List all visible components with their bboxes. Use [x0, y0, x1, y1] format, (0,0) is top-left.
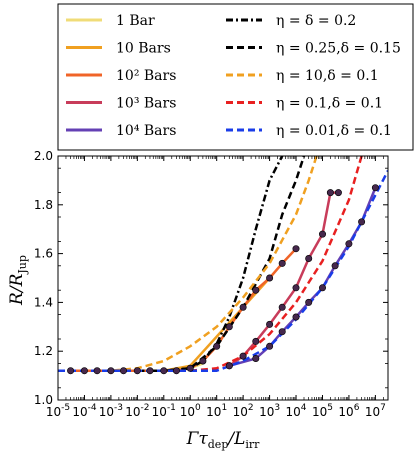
y-tick-label-5: 2.0	[34, 149, 53, 163]
legend-label-4: 10⁴ Bars	[116, 123, 176, 139]
series-line-7	[58, 156, 318, 372]
data-point-4-0	[225, 362, 233, 370]
x-tick-label-12: 107	[365, 403, 386, 419]
y-tick-label-4: 1.8	[34, 198, 53, 212]
data-point-2-3	[107, 367, 115, 375]
x-axis-label-sub1: dep	[208, 438, 229, 451]
data-point-4-7	[331, 262, 339, 270]
data-point-2-1	[80, 367, 88, 375]
series-line-9	[58, 170, 388, 372]
y-axis-label: R/RJup	[7, 255, 29, 306]
x-tick-label-4: 10-1	[152, 403, 176, 419]
data-point-2-6	[146, 367, 154, 375]
legend: 1 Bar 10 Bars 10² Bars 10³ Bars 10⁴ Bars η = …	[57, 3, 414, 151]
x-tick-label-2: 10-3	[99, 403, 123, 419]
y-tick-label-1: 1.2	[34, 344, 53, 358]
x-axis-ticks: 10-5 10-4 10-3 10-2 10-1 100 101 102 103 104 105 10…	[46, 156, 389, 419]
x-tick-label-10: 105	[312, 403, 333, 419]
data-point-3-8	[326, 189, 334, 197]
legend-label-6: η = 0.25,δ = 0.15	[276, 41, 401, 57]
data-point-4-8	[345, 240, 353, 248]
data-point-2-7	[160, 367, 168, 375]
legend-label-3: 10³ Bars	[116, 96, 176, 112]
x-tick-label-5: 100	[180, 403, 201, 419]
data-point-2-11	[213, 342, 221, 350]
data-point-4-5	[305, 298, 313, 306]
legend-label-1: 10 Bars	[116, 41, 171, 57]
plot-frame	[57, 155, 389, 401]
legend-label-2: 10² Bars	[116, 68, 176, 84]
legend-frame	[57, 3, 414, 151]
data-point-4-10	[371, 184, 379, 192]
x-axis-label-sub2: irr	[245, 438, 260, 451]
series-line-5	[137, 156, 284, 372]
data-point-3-4	[278, 303, 286, 311]
data-point-4-4	[292, 313, 300, 321]
data-point-3-1	[239, 352, 247, 360]
y-axis-label-main: R/R	[7, 273, 27, 306]
data-point-2-16	[278, 259, 286, 267]
data-point-2-9	[186, 364, 194, 372]
data-point-4-3	[278, 328, 286, 336]
data-point-3-5	[292, 284, 300, 292]
data-point-3-2	[252, 337, 260, 345]
data-point-2-14	[252, 286, 260, 294]
y-axis-label-sub: Jup	[16, 255, 29, 275]
x-tick-label-6: 101	[206, 403, 227, 419]
legend-label-0: 1 Bar	[116, 13, 155, 29]
data-point-2-4	[120, 367, 128, 375]
legend-label-8: η = 0.1,δ = 0.1	[276, 96, 383, 112]
y-tick-label-2: 1.4	[34, 295, 53, 309]
x-tick-label-0: 10-5	[46, 403, 70, 419]
plot-area: 1.01.21.41.61.82.0 10-5 10-4 10-3 10-2 10-1 1…	[34, 149, 389, 419]
legend-items: 1 Bar 10 Bars 10² Bars 10³ Bars 10⁴ Bars η = …	[66, 13, 401, 139]
data-point-4-1	[252, 354, 260, 362]
data-point-3-6	[305, 255, 313, 263]
data-point-2-17	[292, 245, 300, 253]
x-tick-label-3: 10-2	[125, 403, 149, 419]
x-axis-label: Γτdep/Lirr	[186, 429, 261, 451]
y-tick-label-3: 1.6	[34, 247, 53, 261]
x-axis-label-mid: /L	[226, 429, 245, 449]
data-point-2-0	[67, 367, 75, 375]
series-layer	[58, 156, 388, 375]
data-point-4-2	[266, 342, 274, 350]
data-point-4-6	[318, 284, 326, 292]
data-point-2-8	[172, 367, 180, 375]
legend-label-5: η = δ = 0.2	[276, 13, 356, 29]
y-axis-ticks: 1.0 1.2 1.4 1.6 1.8 2.0	[34, 149, 388, 407]
x-tick-label-9: 104	[286, 403, 307, 419]
y-tick-label-0: 1.0	[34, 393, 53, 407]
legend-label-7: η = 10,δ = 0.1	[276, 68, 379, 84]
legend-label-9: η = 0.01,δ = 0.1	[276, 123, 392, 139]
data-point-3-9	[334, 189, 342, 197]
data-point-3-7	[318, 230, 326, 238]
data-point-2-15	[266, 274, 274, 282]
data-point-2-13	[239, 303, 247, 311]
data-point-4-9	[358, 218, 366, 226]
x-tick-label-7: 102	[233, 403, 254, 419]
x-tick-label-8: 103	[259, 403, 280, 419]
data-point-2-10	[199, 357, 207, 365]
data-point-2-2	[93, 367, 101, 375]
series-line-3	[228, 191, 339, 367]
data-point-2-5	[133, 367, 141, 375]
x-tick-label-1: 10-4	[72, 403, 97, 419]
x-tick-label-11: 106	[338, 403, 359, 419]
x-axis-label-main: Γτ	[186, 429, 209, 449]
data-point-2-12	[225, 323, 233, 331]
data-point-3-3	[266, 320, 274, 328]
